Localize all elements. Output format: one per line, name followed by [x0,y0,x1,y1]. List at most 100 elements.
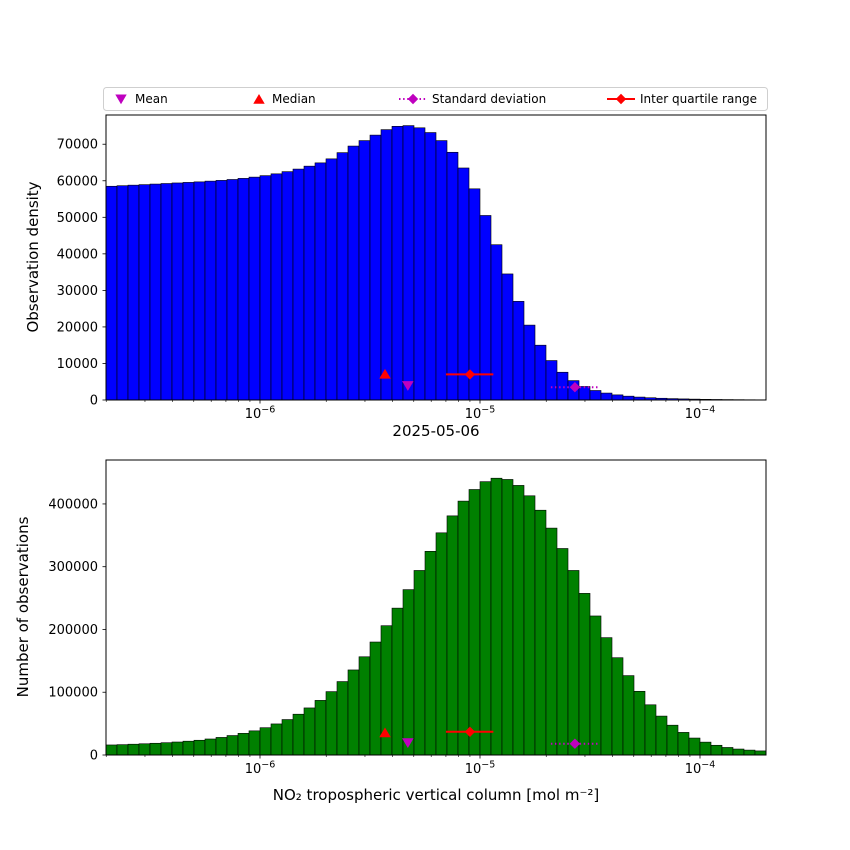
histogram-bar [204,738,217,756]
histogram-bar [545,360,558,401]
histogram-bar [545,527,558,756]
histogram-bar [369,134,382,401]
histogram-bar [688,737,701,756]
bottom-histogram-plot: 0 100000 200000 300000 400000 10−6 10−5 10−4 [48,459,767,778]
histogram-bar [127,184,140,401]
histogram-bar [402,589,415,756]
histogram-bar [413,570,426,756]
histogram-bar [490,477,503,756]
histogram-bar [369,641,382,756]
y-axis-ticks: 0 100000 200000 300000 400000 [48,497,106,764]
histogram-bar [336,152,349,401]
histogram-bar [160,742,173,756]
histogram-bar [259,175,272,401]
histogram-bar [127,743,140,756]
histogram-bar [325,691,338,756]
histogram-bar [182,740,195,756]
histogram-bar [116,744,129,756]
y-axis-ticks: 0 10000 20000 30000 40000 50000 60000 70000 [57,138,106,409]
histogram-bar [446,515,459,756]
histogram-bar [402,125,415,401]
x-axis-ticks: 10−6 10−5 10−4 [105,755,715,778]
x-tick-label: 10−5 [465,405,496,423]
y-tick-label: 70000 [57,138,98,153]
histogram-bar [600,637,613,756]
legend-item-iqr: Inter quartile range [607,92,757,106]
histogram-bar [347,145,360,401]
legend: Mean Median Standard deviation Inter qua… [103,87,768,111]
histogram-bar [248,730,261,756]
histogram-bar [556,548,569,756]
legend-label-iqr: Inter quartile range [640,92,757,106]
histogram-bar [534,509,547,756]
histogram-bar [105,185,118,401]
legend-label-std: Standard deviation [432,92,546,106]
histogram-bar [633,690,646,756]
histogram-bar [622,395,635,401]
histogram-bar [446,151,459,401]
histogram-bar [589,390,602,401]
y-tick-label: 300000 [48,560,98,575]
histogram-bar [193,739,206,756]
legend-item-median: Median [253,92,316,106]
histogram-bar [556,371,569,401]
x-tick-label: 10−6 [245,760,276,778]
x-tick-label: 10−4 [685,405,716,423]
median-marker [379,368,391,379]
histogram-bar [138,184,151,401]
x-tick-label: 10−5 [465,760,496,778]
histogram-bar [215,180,228,401]
histogram-bar [457,500,470,756]
x-axis-ticks: 10−6 10−5 10−4 [105,400,716,423]
histogram-bar [303,165,316,401]
histogram-bar [578,593,591,756]
histogram-bar [468,188,481,401]
y-tick-label: 400000 [48,497,98,512]
histogram-bar [182,182,195,401]
histogram-bar [424,551,437,756]
stat-markers [379,726,600,749]
histogram-bars [105,125,767,401]
histogram-bar [149,742,162,756]
histogram-bar [105,744,118,756]
histogram-bar [512,301,525,401]
x-axis-label: NO₂ tropospheric vertical column [mol m⁻… [273,786,599,804]
histogram-bar [336,681,349,756]
histogram-bar [677,732,690,756]
x-tick-label: 10−6 [245,405,276,423]
axes-frame [105,114,767,401]
y-tick-label: 50000 [57,211,98,226]
median-triangle-up-icon [253,94,265,104]
histogram-bar [435,140,448,401]
histogram-bar [501,479,514,756]
mean-triangle-down-icon [115,94,127,105]
y-tick-label: 20000 [57,320,98,335]
y-tick-label: 100000 [48,686,98,701]
histogram-bar [468,489,481,756]
iqr-marker [464,369,476,380]
histogram-bar [248,176,261,401]
histogram-bar [358,140,371,401]
histogram-bar [611,394,624,401]
histogram-bar [501,273,514,401]
histogram-bar [611,657,624,756]
histogram-bar [754,750,767,756]
histogram-bar [314,700,327,756]
histogram-bar [259,727,272,756]
y-tick-label: 0 [90,394,98,409]
histogram-bar [435,532,448,756]
histogram-bar [303,707,316,756]
y-tick-label: 60000 [57,174,98,189]
histogram-bar [479,215,492,401]
legend-label-mean: Mean [135,92,168,106]
histogram-bar [523,324,536,401]
y-tick-label: 200000 [48,623,98,638]
top-histogram-plot: 0 10000 20000 30000 40000 50000 60000 70000 10−6… [57,114,767,423]
histogram-bars [105,477,767,756]
histogram-bar [116,185,129,401]
histogram-bar [215,737,228,756]
histogram-bar [578,386,591,401]
std-diamond-icon [407,93,419,105]
